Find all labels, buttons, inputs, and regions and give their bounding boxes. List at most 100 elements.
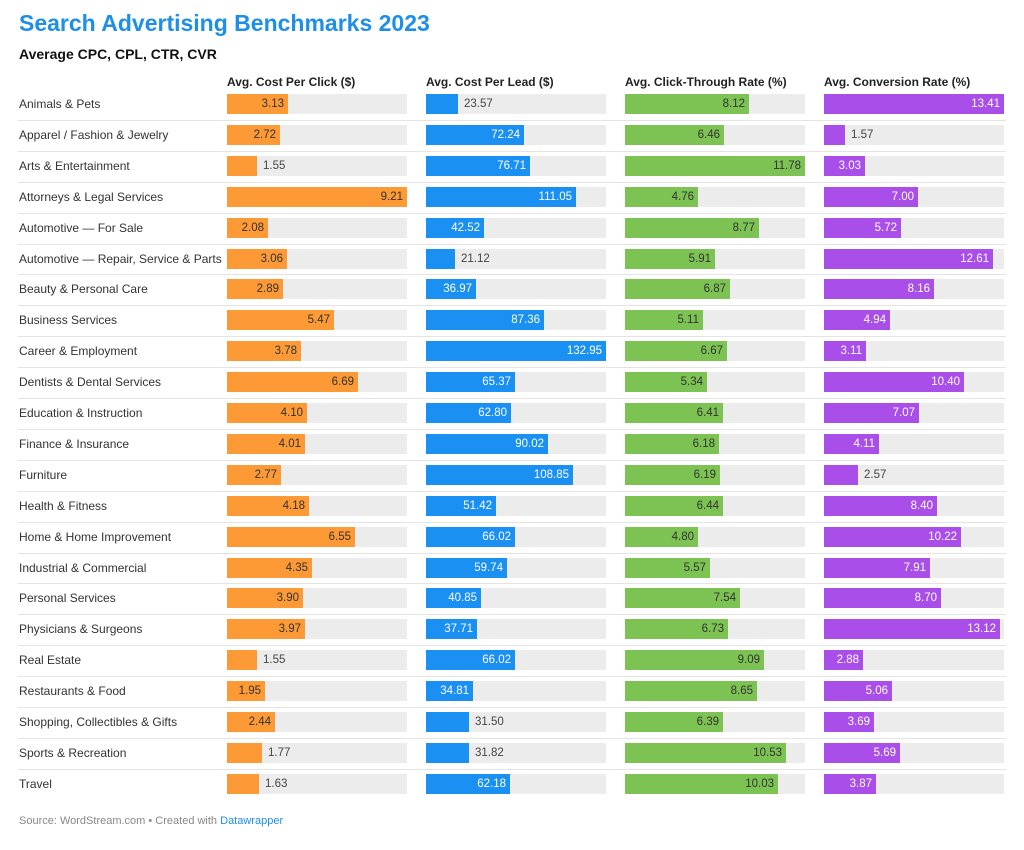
data-label: 10.40 [931, 376, 960, 388]
bar-track: 31.50 [426, 712, 606, 732]
bar-avg-cost-per-lead [426, 403, 511, 423]
table-row: Automotive — Repair, Service & Parts 3.06… [18, 244, 1006, 275]
bar-track: 1.77 [227, 743, 407, 763]
bar-track: 4.76 [625, 187, 805, 207]
data-label: 42.52 [451, 222, 480, 234]
bar-track: 2.88 [824, 650, 1004, 670]
bar-track: 51.42 [426, 496, 606, 516]
bar-avg-conversion-rate [824, 187, 918, 207]
data-label: 76.71 [497, 160, 526, 172]
bar-avg-click-through-rate [625, 125, 724, 145]
bar-track: 8.40 [824, 496, 1004, 516]
bar-track: 4.18 [227, 496, 407, 516]
bar-avg-cost-per-click [227, 774, 259, 794]
data-label: 1.95 [238, 685, 261, 697]
bar-track: 5.72 [824, 218, 1004, 238]
data-label: 66.02 [482, 654, 511, 666]
bar-track: 10.22 [824, 527, 1004, 547]
bar-track: 66.02 [426, 527, 606, 547]
data-label: 5.72 [874, 222, 897, 234]
row-label: Health & Fitness [19, 499, 108, 513]
table-row: Physicians & Surgeons 3.97 37.71 6.73 13.12 [18, 614, 1006, 645]
data-label: 6.39 [696, 716, 719, 728]
row-divider [18, 676, 1006, 677]
table-row: Apparel / Fashion & Jewelry 2.72 72.24 6.46… [18, 120, 1006, 151]
column-header-avg-conversion-rate: Avg. Conversion Rate (%) [824, 75, 971, 89]
bar-track: 3.11 [824, 341, 1004, 361]
bar-track: 7.91 [824, 558, 1004, 578]
data-label: 4.76 [671, 191, 694, 203]
data-label: 8.70 [914, 592, 937, 604]
data-label: 31.50 [475, 716, 504, 728]
bar-track: 3.13 [227, 94, 407, 114]
bar-track: 111.05 [426, 187, 606, 207]
bar-avg-click-through-rate [625, 341, 727, 361]
data-label: 36.97 [443, 283, 472, 295]
row-divider [18, 738, 1006, 739]
bar-avg-cost-per-click [227, 434, 305, 454]
data-label: 3.11 [840, 345, 862, 357]
data-label: 4.35 [285, 562, 308, 574]
bar-track: 2.77 [227, 465, 407, 485]
bar-track: 23.57 [426, 94, 606, 114]
table-row: Sports & Recreation 1.77 31.82 10.53 5.69 [18, 738, 1006, 769]
data-label: 2.88 [836, 654, 859, 666]
bar-avg-conversion-rate [824, 125, 845, 145]
row-divider [18, 213, 1006, 214]
bar-avg-cost-per-click [227, 218, 268, 238]
chart-title: Search Advertising Benchmarks 2023 [19, 10, 430, 36]
column-header-avg-cost-per-click: Avg. Cost Per Click ($) [227, 75, 356, 89]
bar-avg-cost-per-click [227, 743, 262, 763]
data-label: 3.69 [847, 716, 870, 728]
data-label: 3.87 [849, 778, 872, 790]
bar-avg-cost-per-click [227, 94, 288, 114]
bar-track: 4.01 [227, 434, 407, 454]
bar-avg-cost-per-lead [426, 279, 476, 299]
bar-avg-click-through-rate [625, 156, 805, 176]
table-row: Home & Home Improvement 6.55 66.02 4.80 10.2… [18, 522, 1006, 553]
bar-track: 1.57 [824, 125, 1004, 145]
bar-track: 5.11 [625, 310, 805, 330]
data-label: 2.44 [248, 716, 271, 728]
bar-track: 3.78 [227, 341, 407, 361]
data-label: 9.09 [737, 654, 760, 666]
row-label: Animals & Pets [19, 97, 101, 111]
datawrapper-link[interactable]: Datawrapper [220, 815, 284, 827]
bar-track: 4.80 [625, 527, 805, 547]
data-label: 4.18 [282, 500, 305, 512]
table-row: Restaurants & Food 1.95 34.81 8.65 5.06 [18, 676, 1006, 707]
data-label: 66.02 [482, 531, 511, 543]
data-label: 3.03 [838, 160, 861, 172]
bar-track: 7.54 [625, 588, 805, 608]
row-label: Finance & Insurance [19, 437, 130, 451]
bar-track: 6.73 [625, 619, 805, 639]
row-divider [18, 398, 1006, 399]
data-label: 6.18 [692, 438, 715, 450]
row-label: Physicians & Surgeons [19, 622, 143, 636]
data-label: 8.16 [907, 283, 930, 295]
bar-avg-cost-per-lead [426, 465, 573, 485]
bar-track: 3.06 [227, 249, 407, 269]
row-label: Personal Services [19, 591, 116, 605]
bar-track: 8.77 [625, 218, 805, 238]
bar-track: 2.57 [824, 465, 1004, 485]
bar-avg-cost-per-click [227, 527, 355, 547]
bar-avg-conversion-rate [824, 774, 876, 794]
bar-avg-cost-per-click [227, 496, 309, 516]
chart-subtitle: Average CPC, CPL, CTR, CVR [19, 46, 217, 62]
bar-avg-click-through-rate [625, 496, 723, 516]
data-label: 132.95 [566, 345, 602, 357]
bar-track: 12.61 [824, 249, 1004, 269]
row-label: Industrial & Commercial [19, 561, 147, 575]
bar-track: 5.91 [625, 249, 805, 269]
column-header-avg-cost-per-lead: Avg. Cost Per Lead ($) [426, 75, 554, 89]
bar-avg-click-through-rate [625, 743, 786, 763]
bar-avg-click-through-rate [625, 558, 710, 578]
data-label: 5.06 [865, 685, 888, 697]
row-label: Furniture [19, 468, 68, 482]
bar-avg-conversion-rate [824, 619, 1000, 639]
bar-avg-cost-per-click [227, 619, 305, 639]
data-label: 3.06 [260, 253, 283, 265]
bar-avg-cost-per-lead [426, 372, 515, 392]
data-label: 51.42 [463, 500, 492, 512]
